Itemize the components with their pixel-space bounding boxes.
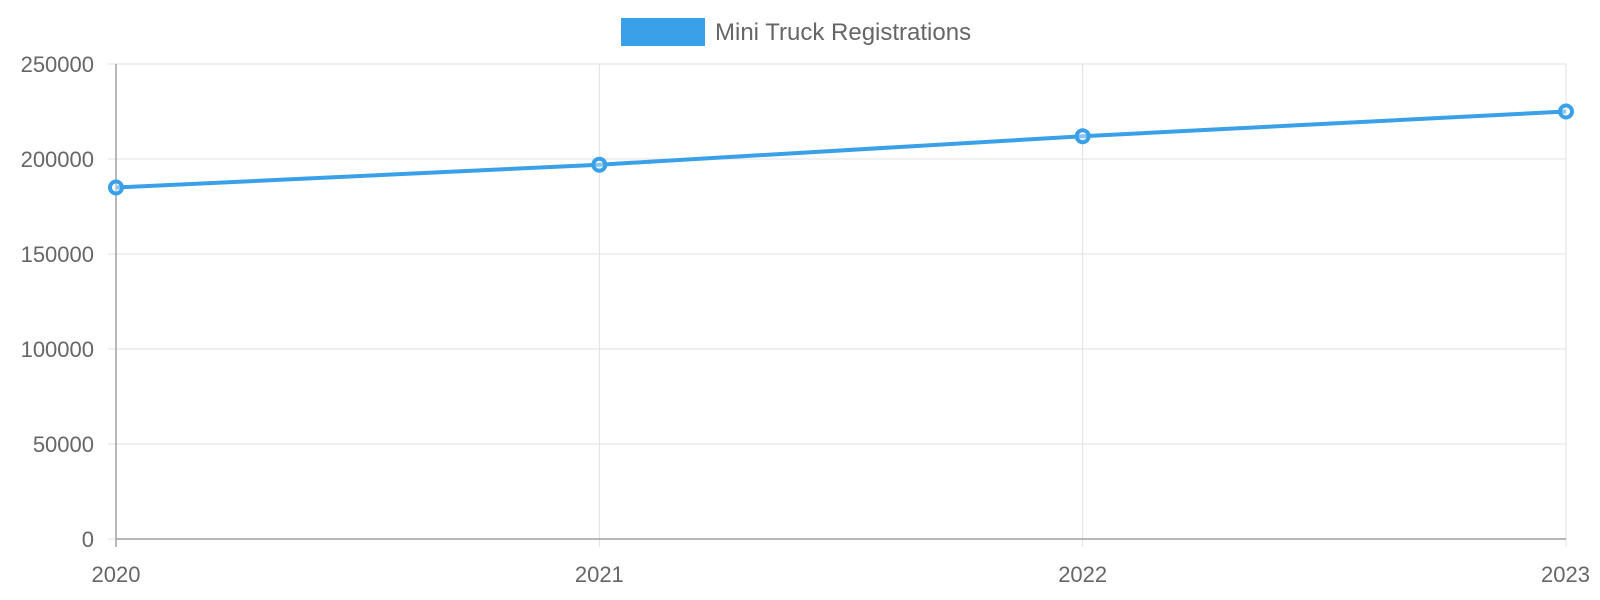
y-tick-label: 250000: [21, 52, 94, 77]
x-tick-label: 2021: [575, 562, 624, 587]
grid-lines: [108, 63, 1567, 547]
data-point[interactable]: [591, 156, 608, 173]
series-layer: [108, 103, 1574, 196]
y-tick-label: 0: [82, 527, 94, 552]
axes: [115, 64, 1566, 547]
tick-labels: 0 50000 100000 150000 200000 250000 2020 2021 20…: [21, 52, 1590, 587]
legend: Mini Truck Registrations: [621, 18, 971, 46]
data-point[interactable]: [1558, 103, 1574, 120]
y-tick-label: 150000: [21, 242, 94, 267]
y-tick-label: 200000: [21, 147, 94, 172]
x-tick-label: 2023: [1541, 562, 1590, 587]
series-line: [115, 109, 1567, 190]
legend-swatch: [621, 18, 705, 46]
x-tick-label: 2022: [1058, 562, 1107, 587]
y-tick-label: 100000: [21, 337, 94, 362]
data-point[interactable]: [1074, 128, 1091, 145]
data-point[interactable]: [108, 179, 124, 196]
x-tick-label: 2020: [92, 562, 141, 587]
y-tick-label: 50000: [33, 432, 94, 457]
legend-label: Mini Truck Registrations: [715, 19, 971, 46]
